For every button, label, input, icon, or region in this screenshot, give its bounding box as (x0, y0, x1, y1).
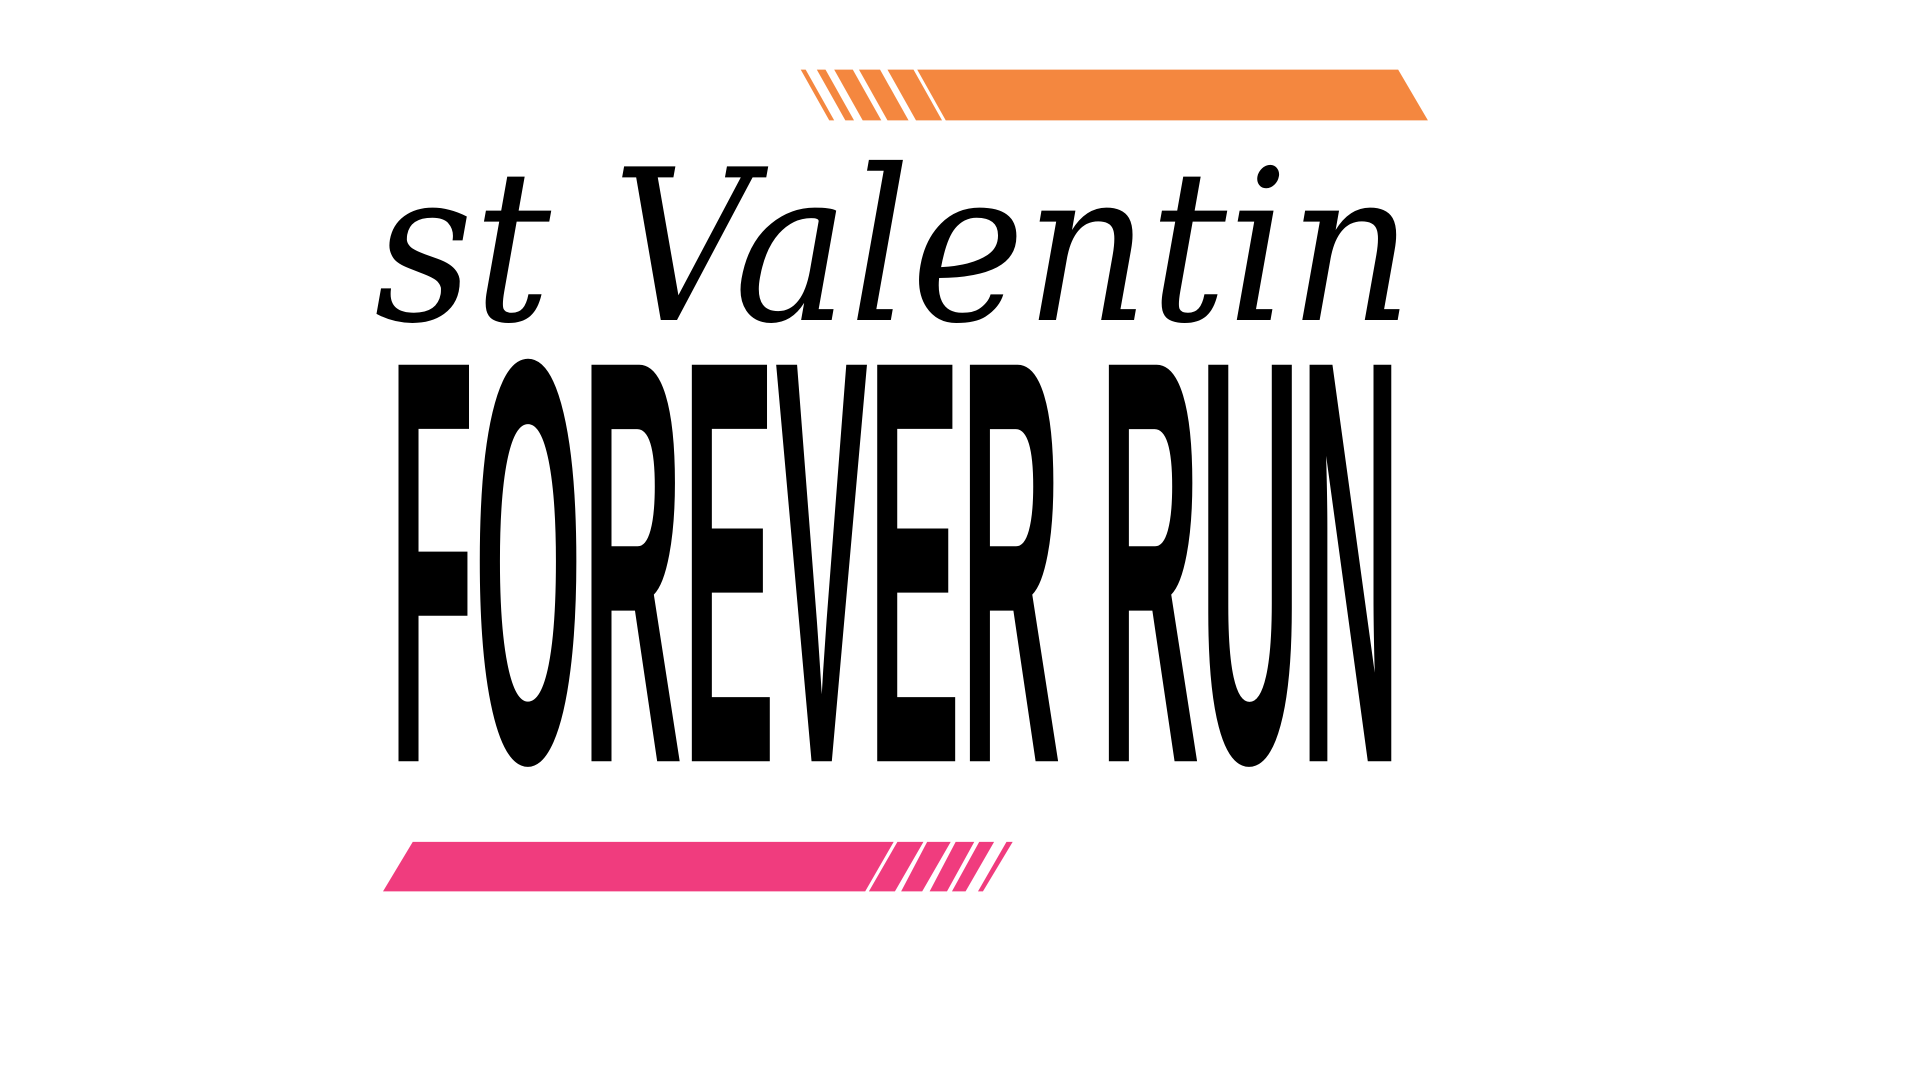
main-title: FOREVER RUN (389, 240, 1400, 884)
orange-stripe-bar (800, 69, 1428, 121)
pink-stripe-bar (383, 841, 1013, 892)
script-title: st Valentin (374, 124, 1413, 370)
